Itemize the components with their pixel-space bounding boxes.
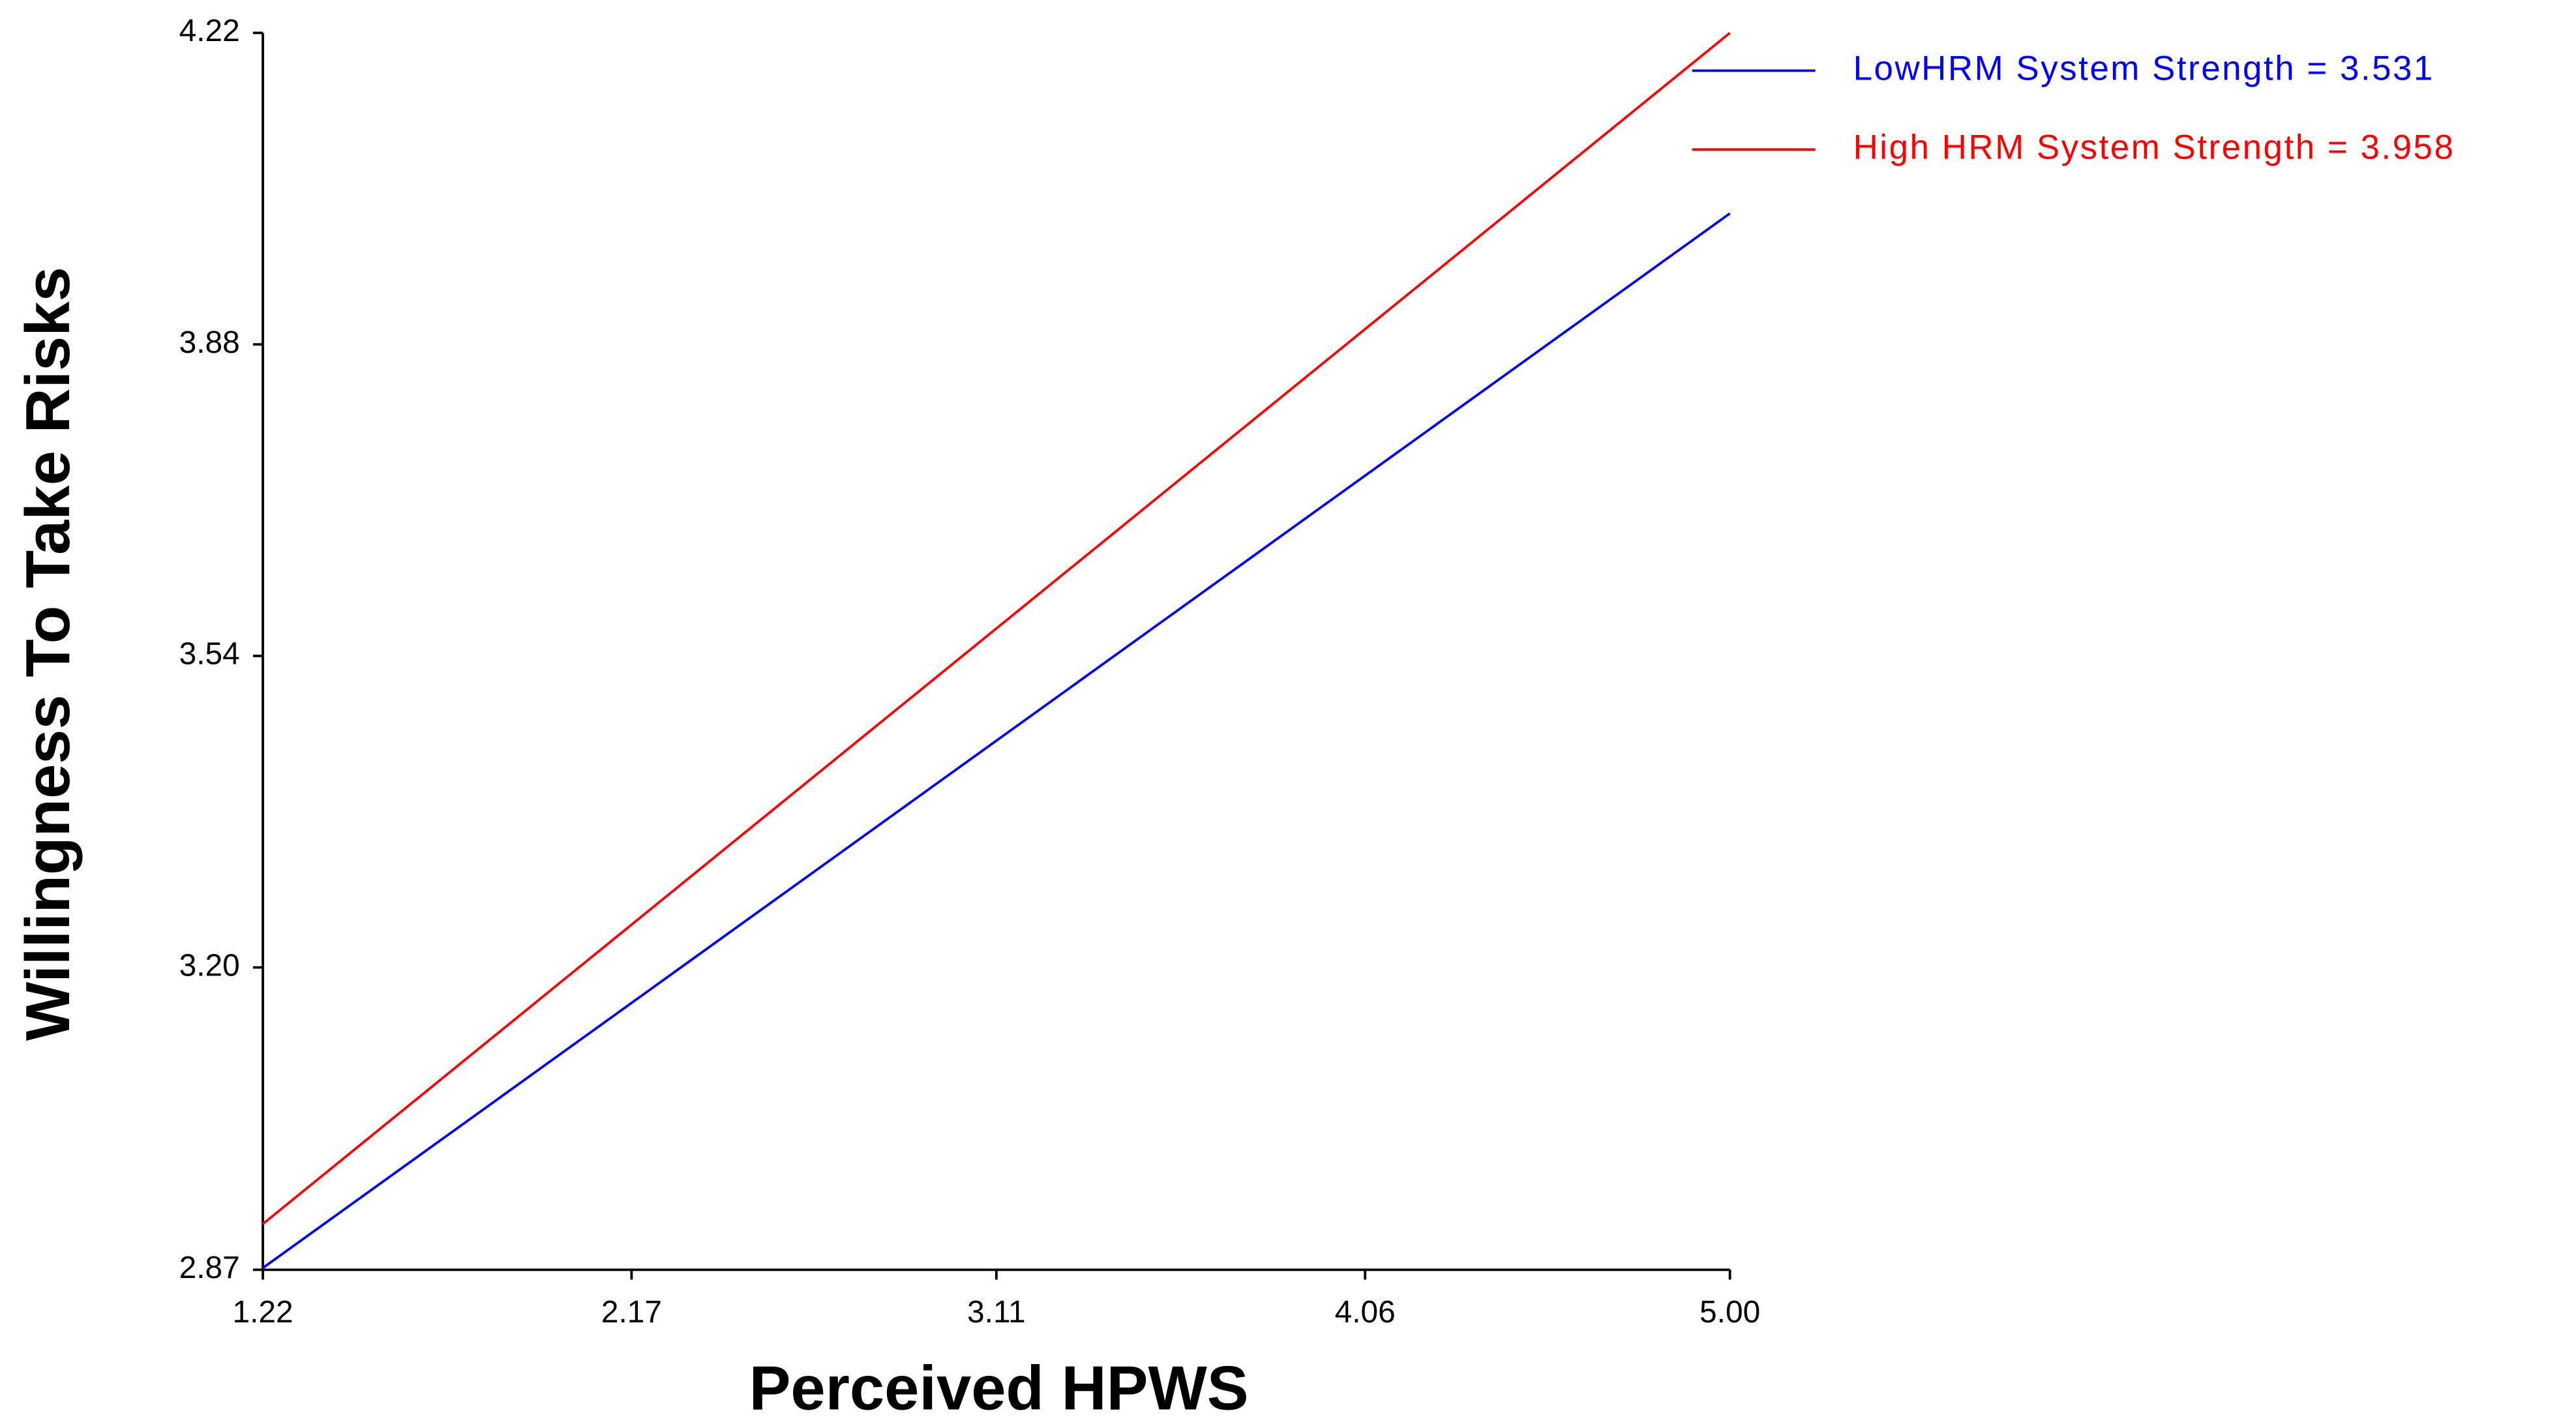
series-line (262, 212, 1731, 1270)
y-tick-label: 3.20 (179, 948, 240, 983)
legend-label: LowHRM System Strength = 3.531 (1853, 49, 2434, 87)
x-axis-title: Perceived HPWS (749, 1354, 1249, 1423)
y-axis-title: Willingness To Take Risks (13, 267, 83, 1041)
y-tick-label: 2.87 (179, 1251, 240, 1285)
x-tick-label: 3.11 (967, 1295, 1026, 1330)
x-tick-label: 1.22 (232, 1295, 293, 1330)
series-line (262, 31, 1731, 1225)
y-tick-label: 3.54 (179, 637, 240, 672)
y-tick-label: 4.22 (179, 14, 240, 48)
y-tick-label: 3.88 (179, 325, 240, 360)
x-tick-label: 5.00 (1700, 1295, 1760, 1330)
x-tick-label: 2.17 (601, 1295, 662, 1330)
legend-label: High HRM System Strength = 3.958 (1853, 128, 2455, 166)
x-tick-label: 4.06 (1335, 1295, 1396, 1330)
